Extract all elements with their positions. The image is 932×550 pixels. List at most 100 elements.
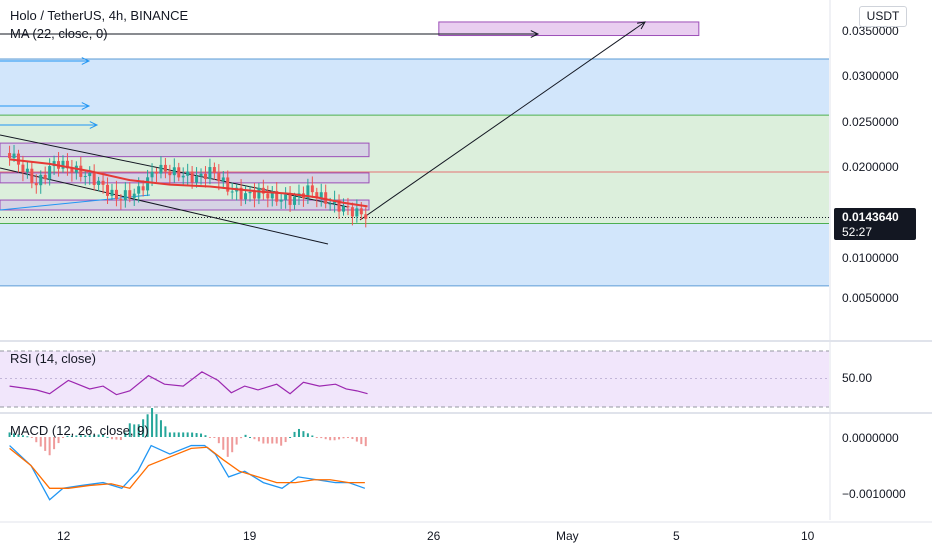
macd-histogram-bar xyxy=(97,434,100,437)
macd-histogram-bar xyxy=(159,420,162,437)
macd-histogram-bar xyxy=(164,426,167,437)
range-box-3 xyxy=(438,21,700,37)
candle-body xyxy=(279,199,283,202)
candle-body xyxy=(306,185,310,199)
price-tick-2: 0.0300000 xyxy=(842,69,899,83)
candle-body xyxy=(266,193,270,199)
macd-histogram-bar xyxy=(48,437,51,456)
blue-arrow-3-head xyxy=(89,121,99,129)
signal-line xyxy=(9,446,365,490)
macd-histogram-bar xyxy=(115,437,118,440)
candle-body xyxy=(203,173,207,180)
candle-body xyxy=(212,167,216,174)
macd-histogram-bar xyxy=(39,437,42,447)
rsi-line xyxy=(9,371,368,396)
candle-body xyxy=(16,153,20,165)
candle-body xyxy=(25,168,29,173)
candle-body xyxy=(239,187,243,200)
candle-body xyxy=(261,187,265,194)
candle-body xyxy=(83,176,87,178)
candle-body xyxy=(226,177,230,192)
candle-body xyxy=(123,190,127,201)
macd-histogram-bar xyxy=(62,437,64,438)
candle-body xyxy=(159,164,163,174)
macd-histogram-bar xyxy=(364,437,367,447)
macd-histogram-bar xyxy=(240,437,243,439)
macd-histogram-bar xyxy=(266,437,269,444)
macd-histogram-bar xyxy=(137,424,140,437)
macd-histogram-bar xyxy=(66,435,69,437)
candle-body xyxy=(141,186,145,191)
candle-body xyxy=(293,196,297,205)
macd-histogram-bar xyxy=(195,433,198,437)
candle-body xyxy=(257,187,261,199)
macd-histogram-bar xyxy=(289,437,292,438)
price-tick-4: 0.0200000 xyxy=(842,160,899,174)
candle-body xyxy=(34,183,38,186)
macd-histogram-bar xyxy=(293,431,296,437)
candle-body xyxy=(355,208,359,217)
macd-histogram-bar xyxy=(124,432,127,437)
projection-arrow-head xyxy=(637,21,646,30)
time-tick-5: 5 xyxy=(673,529,680,543)
candle-body xyxy=(43,174,47,180)
macd-histogram-bar xyxy=(320,437,323,439)
rsi-band xyxy=(0,351,829,407)
candle-body xyxy=(79,165,83,177)
candle-body xyxy=(30,168,34,184)
macd-histogram-bar xyxy=(13,433,16,437)
macd-histogram-bar xyxy=(177,432,180,437)
rsi-legend[interactable]: RSI (14, close) xyxy=(10,351,96,366)
candle-body xyxy=(168,171,172,176)
candle-body xyxy=(186,171,190,176)
macd-histogram-bar xyxy=(262,437,265,444)
macd-histogram-bar xyxy=(329,437,332,441)
symbol-title[interactable]: Holo / TetherUS, 4h, BINANCE xyxy=(10,8,189,23)
candle-body xyxy=(48,166,52,180)
candle-body xyxy=(208,167,212,180)
macd-histogram-bar xyxy=(93,434,96,437)
candle-body xyxy=(319,192,323,199)
candle-body xyxy=(172,167,176,176)
candle-body xyxy=(359,208,363,215)
candle-body xyxy=(132,193,136,198)
macd-histogram-bar xyxy=(351,437,354,440)
candle-body xyxy=(346,206,350,208)
macd-histogram-bar xyxy=(360,437,363,445)
macd-histogram-bar xyxy=(213,437,216,438)
macd-histogram-bar xyxy=(70,435,73,437)
macd-histogram-bar xyxy=(226,437,229,457)
bar-countdown: 52:27 xyxy=(842,225,873,239)
range-box-1 xyxy=(0,172,370,184)
macd-histogram-bar xyxy=(311,435,314,437)
candle-body xyxy=(252,191,256,199)
candle-body xyxy=(137,186,141,194)
time-tick-19: 19 xyxy=(243,529,257,543)
candle-body xyxy=(150,171,154,178)
macd-legend[interactable]: MACD (12, 26, close, 9) xyxy=(10,423,149,438)
candle-body xyxy=(21,164,25,173)
range-box-2 xyxy=(0,199,370,211)
currency-button[interactable]: USDT xyxy=(859,6,907,27)
macd-histogram-bar xyxy=(204,435,207,437)
candle-body xyxy=(146,177,150,191)
candle-body xyxy=(101,180,105,185)
macd-histogram-bar xyxy=(302,431,305,437)
time-tick-12: 12 xyxy=(57,529,71,543)
projection-arrow xyxy=(359,21,646,221)
candle-body xyxy=(114,189,118,200)
price-tick-5: 0.0100000 xyxy=(842,251,899,265)
ma-legend[interactable]: MA (22, close, 0) xyxy=(10,26,108,41)
macd-histogram-bar xyxy=(324,437,327,440)
macd-histogram-bar xyxy=(146,414,149,437)
candle-body xyxy=(315,192,319,199)
macd-histogram-bar xyxy=(119,437,122,441)
candle-body xyxy=(190,171,194,183)
candle-body xyxy=(119,199,123,201)
macd-histogram-bar xyxy=(222,437,225,450)
macd-histogram-bar xyxy=(110,437,113,440)
candle-body xyxy=(248,191,252,194)
macd-histogram-bar xyxy=(26,436,29,438)
candle-body xyxy=(270,191,274,199)
